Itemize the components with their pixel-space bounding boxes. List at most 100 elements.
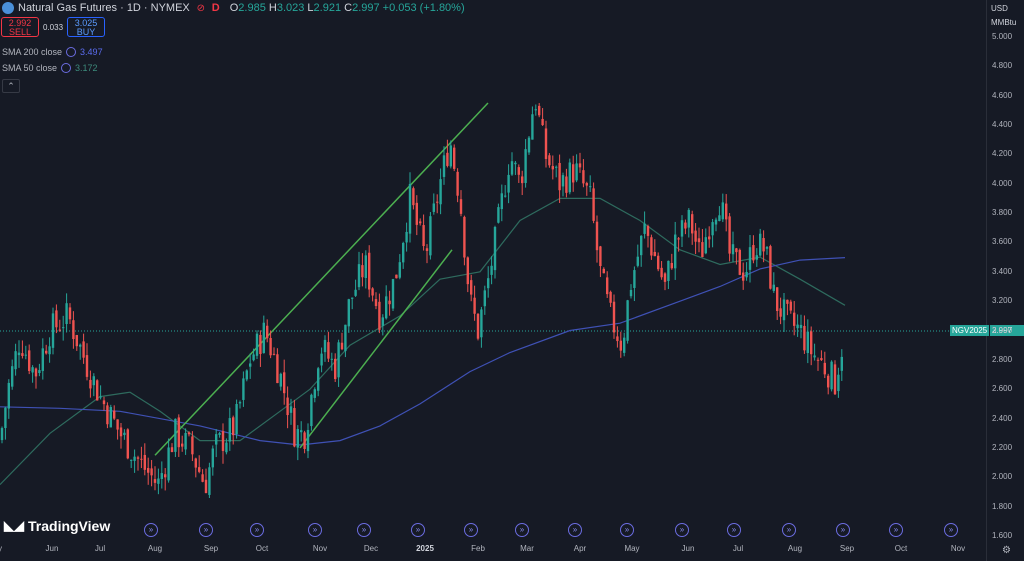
candle-body (534, 109, 537, 111)
candle-body (232, 417, 235, 436)
candle-body (575, 163, 578, 181)
event-marker-icon[interactable]: » (836, 523, 850, 537)
candle-body (565, 176, 568, 193)
candle-body (130, 459, 133, 461)
candle-body (48, 346, 51, 355)
candle-body (507, 174, 510, 193)
candle-body (425, 248, 429, 251)
tradingview-logo-icon: ◣◢ (4, 518, 24, 533)
candle-body (306, 429, 310, 452)
candle-body (544, 128, 548, 159)
event-marker-icon[interactable]: » (782, 523, 796, 537)
indicator-sma50[interactable]: SMA 50 close 3.172 (2, 63, 98, 73)
candle-body (14, 351, 17, 370)
candle-body (592, 188, 595, 221)
candle-body (330, 358, 333, 360)
collapse-legend-button[interactable]: ⌃ (2, 79, 20, 93)
time-tick-label: Dec (363, 544, 379, 553)
candle-body (283, 372, 286, 394)
candle-body (126, 429, 129, 459)
event-marker-icon[interactable]: » (411, 523, 425, 537)
time-tick-label: Jun (45, 544, 59, 553)
candle-body (623, 337, 626, 353)
candle-body (24, 354, 27, 356)
price-tick-label: 2.400 (992, 413, 1013, 423)
candle-body (293, 408, 296, 447)
event-marker-icon[interactable]: » (250, 523, 264, 537)
candle-body (595, 221, 599, 251)
event-marker-icon[interactable]: » (199, 523, 213, 537)
symbol-title[interactable]: Natural Gas Futures · 1D · NYMEX (18, 2, 190, 14)
price-tick-label: 2.800 (992, 354, 1013, 364)
price-tick-label: 3.200 (992, 296, 1013, 306)
candle-body (119, 427, 123, 437)
candle-body (395, 274, 398, 279)
candle-body (225, 442, 228, 453)
event-marker-icon[interactable]: » (144, 523, 158, 537)
candle-body (582, 170, 585, 184)
candle-body (272, 353, 276, 355)
indicator-sma200[interactable]: SMA 200 close 3.497 (2, 47, 103, 57)
candle-body (371, 288, 374, 296)
candle-body (837, 374, 840, 392)
candle-body (493, 227, 497, 271)
event-marker-icon[interactable]: » (464, 523, 478, 537)
buy-button[interactable]: 3.025 BUY (67, 17, 106, 37)
candle-body (415, 202, 418, 225)
candle-body (68, 307, 72, 320)
event-marker-icon[interactable]: » (308, 523, 322, 537)
event-marker-icon[interactable]: » (515, 523, 529, 537)
candle-body (41, 348, 44, 371)
settings-gear-icon[interactable]: ⚙ (1002, 545, 1011, 556)
time-tick-label: May (624, 544, 640, 553)
candle-body (96, 380, 99, 401)
time-tick-label: Jul (732, 544, 744, 553)
sma200-line (0, 257, 846, 446)
event-marker-icon[interactable]: » (889, 523, 903, 537)
candle-body (466, 257, 469, 285)
event-marker-icon[interactable]: » (675, 523, 689, 537)
candle-body (446, 152, 449, 166)
tradingview-logo[interactable]: ◣◢ TradingView (4, 518, 111, 534)
candle-body (619, 340, 622, 351)
candle-body (456, 171, 459, 196)
currency-label[interactable]: USD (991, 4, 1008, 13)
sma50-line (0, 197, 846, 486)
candle-body (133, 456, 136, 461)
candle-body (538, 105, 541, 116)
candle-body (364, 255, 367, 279)
candle-body (667, 260, 670, 281)
candle-body (381, 317, 384, 326)
candle-body (432, 203, 435, 212)
candle-body (490, 265, 493, 275)
candle-body (776, 287, 779, 312)
candle-body (779, 308, 782, 317)
price-chart[interactable] (0, 0, 986, 561)
indicator-settings-icon[interactable] (61, 63, 72, 73)
candle-body (589, 186, 592, 188)
sell-button[interactable]: 2.992 SELL (1, 17, 39, 37)
candle-body (327, 342, 330, 359)
price-axis[interactable]: USD MMBtu (986, 0, 1024, 561)
candle-body (116, 419, 119, 430)
candle-body (344, 324, 347, 352)
candle-body (497, 207, 500, 223)
candle-body (483, 290, 486, 307)
event-marker-icon[interactable]: » (727, 523, 741, 537)
candle-body (357, 264, 361, 288)
event-marker-icon[interactable]: » (568, 523, 582, 537)
data-delay-flag[interactable]: D (211, 2, 220, 14)
event-marker-icon[interactable]: » (620, 523, 634, 537)
indicator-settings-icon[interactable] (66, 47, 77, 57)
candle-body (714, 219, 718, 225)
candle-body (17, 352, 21, 356)
event-marker-icon[interactable]: » (944, 523, 958, 537)
unit-label[interactable]: MMBtu (991, 18, 1017, 27)
candle-body (731, 244, 735, 255)
event-marker-icon[interactable]: » (357, 523, 371, 537)
candle-body (436, 201, 439, 203)
candle-body (286, 397, 289, 416)
closed-market-icon[interactable]: ⊘ (196, 2, 205, 14)
candle-body (606, 277, 609, 295)
candle-body (4, 407, 7, 429)
